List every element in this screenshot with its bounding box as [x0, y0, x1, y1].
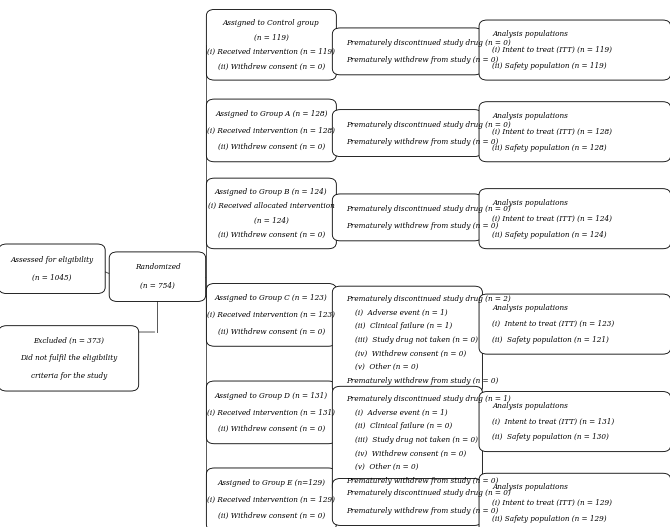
- FancyBboxPatch shape: [206, 99, 336, 162]
- Text: Excluded (n = 373): Excluded (n = 373): [34, 337, 104, 345]
- Text: Assigned to Control group: Assigned to Control group: [223, 19, 320, 27]
- Text: Prematurely withdrew from study (n = 0): Prematurely withdrew from study (n = 0): [346, 377, 498, 385]
- Text: (i) Received allocated intervention: (i) Received allocated intervention: [208, 202, 335, 210]
- Text: (ii) Withdrew consent (n = 0): (ii) Withdrew consent (n = 0): [218, 231, 325, 239]
- Text: (i) Received intervention (n = 129): (i) Received intervention (n = 129): [207, 495, 336, 503]
- Text: (ii) Safety population (n = 129): (ii) Safety population (n = 129): [492, 515, 607, 523]
- Text: Prematurely discontinued study drug (n = 0): Prematurely discontinued study drug (n =…: [346, 39, 511, 47]
- Text: (n = 754): (n = 754): [140, 282, 175, 290]
- Text: Assigned to Group C (n = 123): Assigned to Group C (n = 123): [215, 294, 328, 302]
- FancyBboxPatch shape: [479, 473, 670, 527]
- Text: Prematurely withdrew from study (n = 0): Prematurely withdrew from study (n = 0): [346, 56, 498, 64]
- Text: Prematurely discontinued study drug (n = 0): Prematurely discontinued study drug (n =…: [346, 490, 511, 497]
- Text: (ii) Withdrew consent (n = 0): (ii) Withdrew consent (n = 0): [218, 143, 325, 151]
- Text: Analysis populations: Analysis populations: [492, 483, 568, 492]
- FancyBboxPatch shape: [109, 252, 206, 301]
- Text: (i) Intent to treat (ITT) (n = 129): (i) Intent to treat (ITT) (n = 129): [492, 499, 612, 508]
- FancyBboxPatch shape: [479, 20, 670, 80]
- Text: Prematurely discontinued study drug (n = 2): Prematurely discontinued study drug (n =…: [346, 295, 511, 303]
- Text: (v)  Other (n = 0): (v) Other (n = 0): [346, 463, 418, 471]
- FancyBboxPatch shape: [332, 110, 482, 157]
- Text: (ii) Withdrew consent (n = 0): (ii) Withdrew consent (n = 0): [218, 425, 325, 433]
- Text: (i) Received intervention (n = 123): (i) Received intervention (n = 123): [207, 311, 336, 319]
- Text: Assigned to Group D (n = 131): Assigned to Group D (n = 131): [215, 392, 328, 399]
- FancyBboxPatch shape: [332, 28, 482, 75]
- Text: Randomized: Randomized: [135, 264, 180, 271]
- Text: (ii)  Safety population (n = 121): (ii) Safety population (n = 121): [492, 336, 609, 344]
- Text: Assigned to Group B (n = 124): Assigned to Group B (n = 124): [215, 188, 328, 196]
- Text: (n = 124): (n = 124): [254, 217, 289, 225]
- Text: (i)  Adverse event (n = 1): (i) Adverse event (n = 1): [346, 409, 448, 417]
- Text: Prematurely discontinued study drug (n = 0): Prematurely discontinued study drug (n =…: [346, 205, 511, 213]
- Text: Analysis populations: Analysis populations: [492, 304, 568, 313]
- FancyBboxPatch shape: [206, 178, 336, 249]
- Text: (ii) Safety population (n = 128): (ii) Safety population (n = 128): [492, 143, 607, 152]
- FancyBboxPatch shape: [479, 189, 670, 249]
- Text: (i)  Intent to treat (ITT) (n = 131): (i) Intent to treat (ITT) (n = 131): [492, 417, 614, 426]
- Text: Did not fulfil the eligibility: Did not fulfil the eligibility: [20, 354, 117, 363]
- FancyBboxPatch shape: [332, 286, 482, 394]
- Text: Prematurely withdrew from study (n = 0): Prematurely withdrew from study (n = 0): [346, 222, 498, 230]
- Text: (iii)  Study drug not taken (n = 0): (iii) Study drug not taken (n = 0): [346, 436, 478, 444]
- Text: Prematurely discontinued study drug (n = 0): Prematurely discontinued study drug (n =…: [346, 121, 511, 129]
- FancyBboxPatch shape: [0, 326, 139, 391]
- FancyBboxPatch shape: [206, 284, 336, 346]
- Text: (ii)  Safety population (n = 130): (ii) Safety population (n = 130): [492, 433, 609, 442]
- Text: (i) Intent to treat (ITT) (n = 128): (i) Intent to treat (ITT) (n = 128): [492, 128, 612, 136]
- FancyBboxPatch shape: [479, 392, 670, 452]
- Text: (i) Intent to treat (ITT) (n = 124): (i) Intent to treat (ITT) (n = 124): [492, 214, 612, 223]
- Text: (ii) Withdrew consent (n = 0): (ii) Withdrew consent (n = 0): [218, 63, 325, 71]
- Text: (i) Received intervention (n = 128): (i) Received intervention (n = 128): [207, 126, 336, 134]
- Text: Assigned to Group E (n=129): Assigned to Group E (n=129): [217, 479, 326, 486]
- Text: Analysis populations: Analysis populations: [492, 402, 568, 410]
- Text: (v)  Other (n = 0): (v) Other (n = 0): [346, 363, 418, 371]
- FancyBboxPatch shape: [206, 381, 336, 444]
- Text: (n = 1045): (n = 1045): [32, 274, 72, 282]
- FancyBboxPatch shape: [0, 244, 105, 294]
- Text: (ii)  Clinical failure (n = 0): (ii) Clinical failure (n = 0): [346, 423, 452, 431]
- Text: (i) Received intervention (n = 131): (i) Received intervention (n = 131): [207, 408, 336, 416]
- Text: criteria for the study: criteria for the study: [31, 372, 107, 380]
- Text: (iv)  Withdrew consent (n = 0): (iv) Withdrew consent (n = 0): [346, 450, 466, 457]
- Text: Analysis populations: Analysis populations: [492, 30, 568, 38]
- Text: Assessed for eligibility: Assessed for eligibility: [10, 256, 94, 264]
- FancyBboxPatch shape: [206, 468, 336, 527]
- Text: (i)  Adverse event (n = 1): (i) Adverse event (n = 1): [346, 309, 448, 317]
- Text: Prematurely withdrew from study (n = 0): Prematurely withdrew from study (n = 0): [346, 477, 498, 485]
- Text: Analysis populations: Analysis populations: [492, 199, 568, 207]
- Text: (n = 119): (n = 119): [254, 34, 289, 42]
- FancyBboxPatch shape: [332, 479, 482, 525]
- FancyBboxPatch shape: [332, 386, 482, 494]
- Text: Assigned to Group A (n = 128): Assigned to Group A (n = 128): [215, 110, 328, 118]
- FancyBboxPatch shape: [479, 294, 670, 354]
- Text: (ii) Withdrew consent (n = 0): (ii) Withdrew consent (n = 0): [218, 512, 325, 520]
- FancyBboxPatch shape: [206, 9, 336, 80]
- Text: Prematurely withdrew from study (n = 0): Prematurely withdrew from study (n = 0): [346, 506, 498, 514]
- Text: (iv)  Withdrew consent (n = 0): (iv) Withdrew consent (n = 0): [346, 349, 466, 357]
- Text: Analysis populations: Analysis populations: [492, 112, 568, 120]
- FancyBboxPatch shape: [479, 102, 670, 162]
- Text: (i)  Intent to treat (ITT) (n = 123): (i) Intent to treat (ITT) (n = 123): [492, 320, 614, 328]
- Text: (iii)  Study drug not taken (n = 0): (iii) Study drug not taken (n = 0): [346, 336, 478, 344]
- Text: (ii)  Clinical failure (n = 1): (ii) Clinical failure (n = 1): [346, 323, 452, 330]
- Text: Prematurely discontinued study drug (n = 1): Prematurely discontinued study drug (n =…: [346, 395, 511, 403]
- Text: (i) Received intervention (n = 119): (i) Received intervention (n = 119): [207, 48, 336, 56]
- Text: (ii) Withdrew consent (n = 0): (ii) Withdrew consent (n = 0): [218, 328, 325, 336]
- FancyBboxPatch shape: [332, 194, 482, 241]
- Text: Prematurely withdrew from study (n = 0): Prematurely withdrew from study (n = 0): [346, 138, 498, 145]
- Text: (i) Intent to treat (ITT) (n = 119): (i) Intent to treat (ITT) (n = 119): [492, 46, 612, 54]
- Text: (ii) Safety population (n = 119): (ii) Safety population (n = 119): [492, 62, 607, 70]
- Text: (ii) Safety population (n = 124): (ii) Safety population (n = 124): [492, 230, 607, 239]
